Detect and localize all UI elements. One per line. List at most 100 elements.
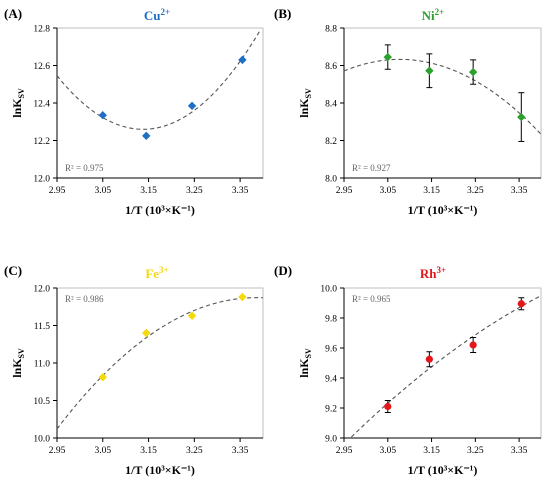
data-point	[469, 341, 477, 349]
y-axis-label-main: lnK	[297, 358, 311, 378]
x-tick-label: 2.95	[49, 186, 66, 196]
x-tick-label: 3.35	[511, 186, 528, 196]
y-axis-label-main: lnK	[10, 358, 24, 378]
y-tick-label: 9.0	[325, 435, 337, 445]
data-point	[425, 355, 433, 363]
y-tick-label: 12.4	[33, 100, 50, 110]
data-point	[468, 67, 478, 77]
data-point	[517, 300, 525, 308]
x-tick-label: 3.05	[379, 186, 396, 196]
y-tick-label: 11.0	[34, 360, 51, 370]
chart-panel-4: (D) Rh3+ 2.95 3.05 3.15 3.25 3.35 9.0 9.2 9.4 9.6 9…	[274, 263, 542, 477]
plot-border	[343, 27, 542, 179]
y-tick-label: 8.0	[325, 175, 337, 185]
chart-panel-2: (B) Ni2+ 2.95 3.05 3.15 3.25 3.35 8.0 8.2 8.4 8.6 8…	[274, 6, 542, 217]
y-tick-label: 9.2	[325, 405, 337, 415]
y-tick-label: 12.6	[33, 62, 50, 72]
panel-title: Ni2+	[422, 7, 445, 23]
y-axis-label-sub: SV	[17, 348, 26, 358]
chart-panel-3: (C) Fe3+ 2.95 3.05 3.15 3.25 3.35 10.0 10.5 11.0 1…	[4, 263, 264, 477]
trend-line	[56, 29, 261, 130]
y-tick-label: 10.5	[33, 397, 50, 407]
x-axis-label: 1/T (10³×K⁻¹)	[408, 463, 478, 477]
trend-line	[351, 295, 542, 438]
title-charge: 2+	[160, 7, 170, 17]
y-tick-label: 11.5	[34, 322, 51, 332]
data-point	[384, 402, 392, 411]
x-tick-label: 3.35	[232, 446, 249, 456]
x-tick-label: 3.05	[94, 186, 111, 196]
y-tick-label: 12.0	[33, 175, 50, 185]
r-squared-label: R² = 0.986	[65, 294, 104, 304]
y-axis-label-main: lnK	[10, 98, 24, 118]
y-tick-label: 12.0	[33, 285, 50, 295]
x-tick-label: 2.95	[336, 186, 353, 196]
panel-label: (B)	[274, 6, 291, 21]
y-axis-label: lnKSV	[10, 88, 26, 118]
title-ion: Cu	[144, 8, 161, 23]
y-axis-label-sub: SV	[304, 88, 313, 98]
y-tick-label: 8.2	[325, 137, 337, 147]
x-axis-label: 1/T (10³×K⁻¹)	[408, 203, 478, 217]
y-axis-label-main: lnK	[297, 98, 311, 118]
plot-border	[56, 287, 264, 439]
x-tick-label: 2.95	[336, 446, 353, 456]
x-tick-label: 3.05	[379, 446, 396, 456]
panel-title: Fe3+	[145, 265, 168, 281]
panel-label: (D)	[274, 263, 292, 278]
y-tick-label: 10.0	[320, 285, 337, 295]
data-point	[238, 55, 247, 65]
y-tick-label: 12.2	[33, 137, 50, 147]
r-squared-label: R² = 0.975	[65, 163, 104, 173]
y-axis-label: lnKSV	[297, 348, 313, 378]
x-tick-label: 3.25	[467, 446, 484, 456]
title-ion: Fe	[145, 266, 159, 281]
x-tick-label: 3.15	[140, 186, 157, 196]
x-tick-label: 3.25	[186, 186, 203, 196]
x-tick-label: 2.95	[49, 446, 66, 456]
y-axis-label: lnKSV	[297, 88, 313, 118]
trend-line	[56, 297, 264, 430]
x-axis-label: 1/T (10³×K⁻¹)	[125, 203, 195, 217]
x-tick-label: 3.35	[232, 186, 249, 196]
data-point	[142, 131, 151, 141]
x-tick-label: 3.15	[140, 446, 157, 456]
x-tick-label: 3.05	[94, 446, 111, 456]
y-tick-label: 10.0	[33, 435, 50, 445]
y-tick-label: 8.6	[325, 62, 337, 72]
chart-panel-1: (A) Cu2+ 2.95 3.05 3.15 3.25 3.35 12.0 12.2 12.4 1…	[4, 6, 264, 217]
data-point	[425, 66, 434, 75]
x-tick-label: 3.25	[467, 186, 484, 196]
trend-line	[343, 58, 542, 135]
y-tick-label: 9.8	[325, 315, 337, 325]
data-point	[238, 292, 247, 302]
title-ion: Ni	[422, 8, 435, 23]
x-tick-label: 3.25	[186, 446, 203, 456]
y-tick-label: 8.8	[325, 25, 337, 35]
y-axis-label-sub: SV	[17, 88, 26, 98]
y-tick-label: 9.4	[325, 375, 337, 385]
data-point	[187, 311, 197, 320]
data-point	[187, 101, 197, 111]
x-tick-label: 3.15	[423, 186, 440, 196]
y-axis-label-sub: SV	[304, 348, 313, 358]
title-charge: 3+	[159, 265, 169, 275]
y-axis-label: lnKSV	[10, 348, 26, 378]
title-charge: 2+	[435, 7, 445, 17]
panel-title: Cu2+	[144, 7, 170, 23]
data-point	[517, 112, 526, 122]
x-axis-label: 1/T (10³×K⁻¹)	[125, 463, 195, 477]
panel-label: (C)	[4, 263, 22, 278]
y-tick-label: 9.6	[325, 345, 337, 355]
data-point	[98, 110, 107, 120]
data-point	[383, 52, 392, 62]
panel-label: (A)	[4, 6, 22, 21]
title-charge: 3+	[436, 265, 446, 275]
plot-border	[56, 27, 264, 179]
data-point	[142, 328, 151, 338]
y-tick-label: 12.8	[33, 25, 50, 35]
data-point	[98, 373, 107, 382]
r-squared-label: R² = 0.927	[352, 163, 391, 173]
x-tick-label: 3.15	[423, 446, 440, 456]
